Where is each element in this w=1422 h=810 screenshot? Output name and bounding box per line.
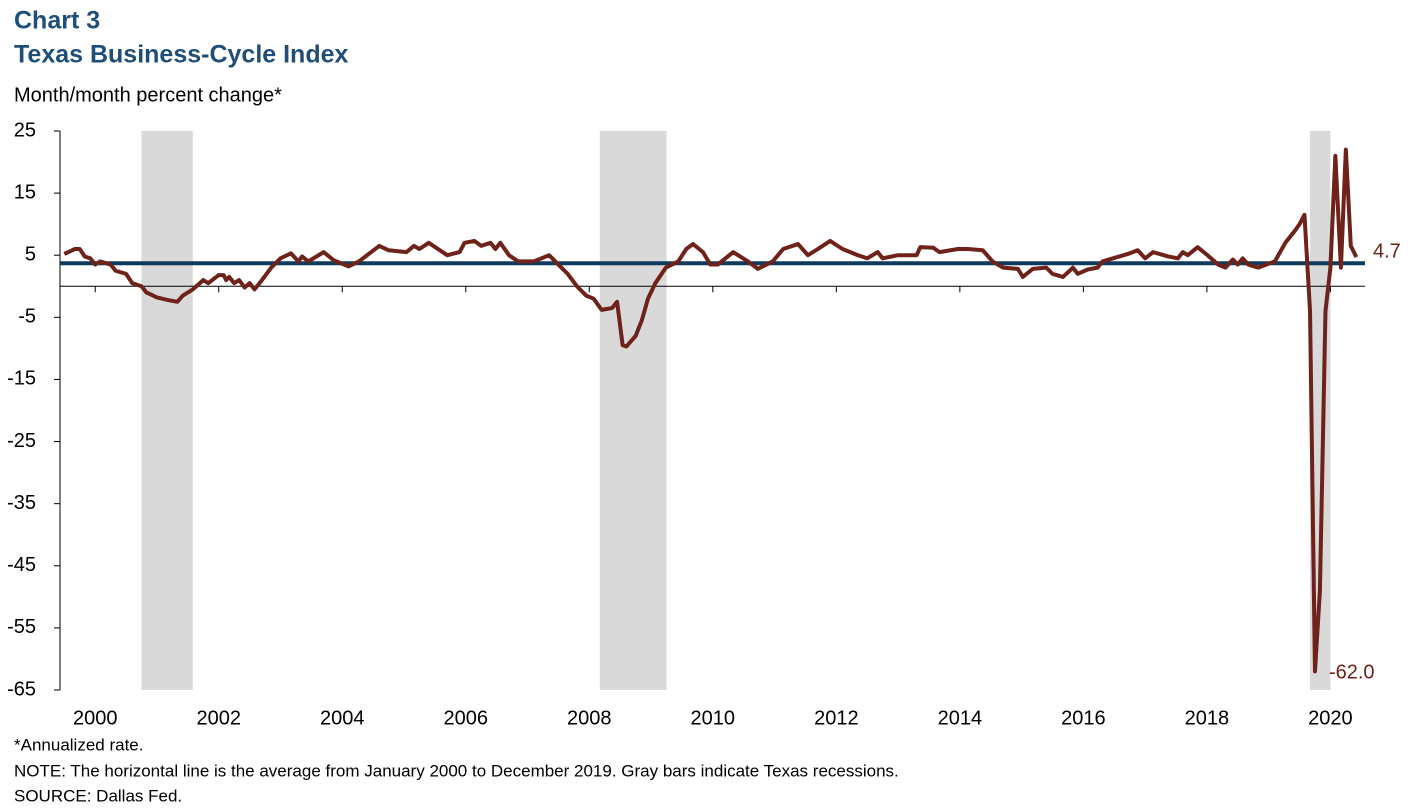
chart-subtitle: Texas Business-Cycle Index <box>14 41 349 69</box>
annotation: -62.0 <box>1329 662 1375 684</box>
x-tick-label: 2012 <box>814 707 859 729</box>
x-tick-label: 2016 <box>1061 707 1106 729</box>
y-tick-label: 25 <box>14 119 36 141</box>
source: SOURCE: Dallas Fed. <box>14 786 182 805</box>
annotation: 4.7 <box>1373 240 1401 262</box>
recession-bar <box>141 131 193 690</box>
footnote: *Annualized rate. <box>14 735 143 754</box>
y-tick-label: -15 <box>7 368 36 390</box>
x-tick-label: 2008 <box>567 707 612 729</box>
y-tick-label: -25 <box>7 430 36 452</box>
x-tick-label: 2000 <box>73 707 118 729</box>
y-tick-label: -45 <box>7 554 36 576</box>
y-tick-label: -35 <box>7 492 36 514</box>
y-tick-label: -65 <box>7 678 36 700</box>
y-tick-label: 5 <box>25 244 36 266</box>
series-line <box>63 147 1359 674</box>
x-tick-label: 2018 <box>1185 707 1230 729</box>
x-tick-label: 2020 <box>1308 707 1353 729</box>
y-axis-label: Month/month percent change* <box>14 84 282 106</box>
recession-bar <box>599 131 667 690</box>
x-tick-label: 2002 <box>196 707 241 729</box>
x-tick-label: 2004 <box>320 707 365 729</box>
y-tick-label: -55 <box>7 616 36 638</box>
note: NOTE: The horizontal line is the average… <box>14 761 899 780</box>
x-tick-label: 2014 <box>938 707 983 729</box>
x-tick-label: 2010 <box>691 707 736 729</box>
x-tick-label: 2006 <box>444 707 489 729</box>
y-tick-label: -5 <box>18 306 36 328</box>
y-tick-label: 15 <box>14 181 36 203</box>
chart-title: Chart 3 <box>14 7 100 35</box>
